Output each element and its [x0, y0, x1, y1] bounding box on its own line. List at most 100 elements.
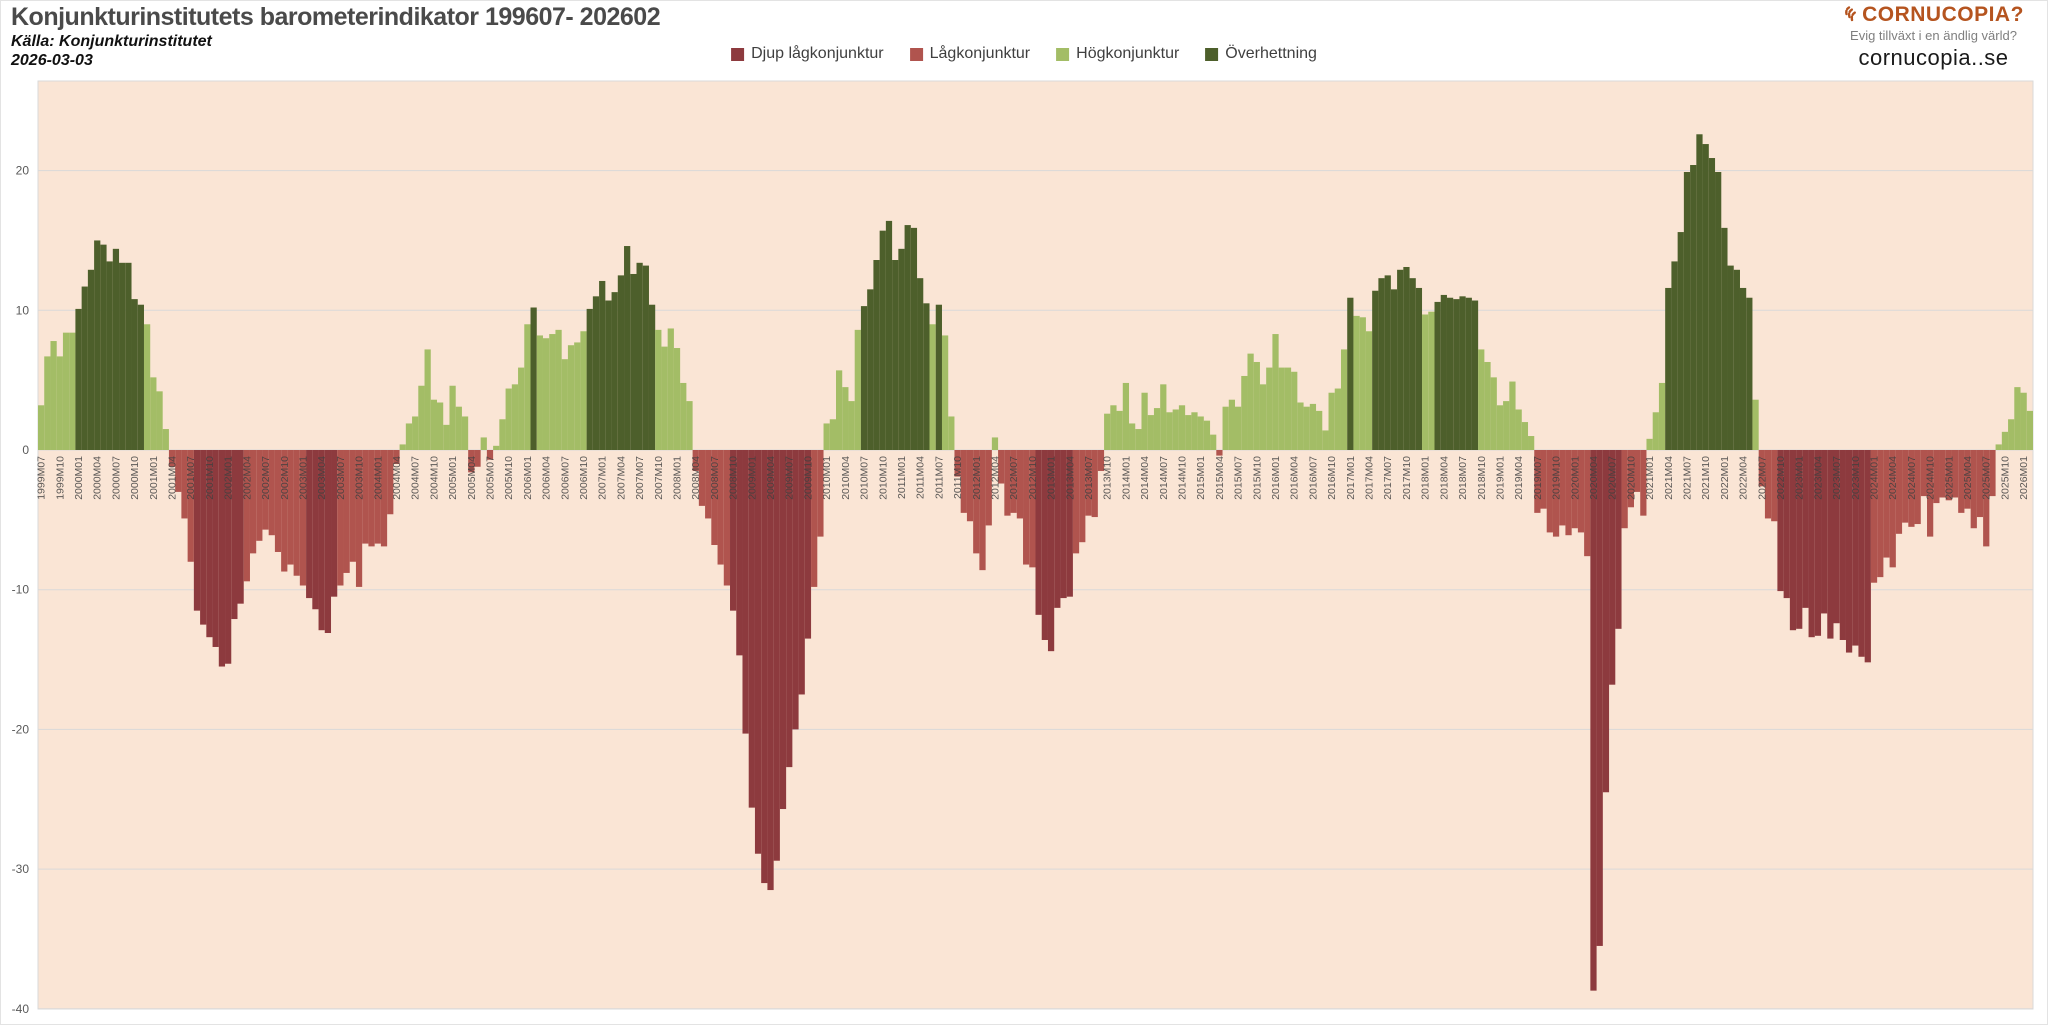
cornucopia-horn-icon — [1845, 6, 1857, 22]
svg-text:2005M04: 2005M04 — [466, 456, 478, 500]
svg-text:2008M04: 2008M04 — [690, 456, 702, 500]
svg-text:2003M04: 2003M04 — [316, 456, 328, 500]
svg-text:2023M01: 2023M01 — [1794, 456, 1806, 500]
svg-text:2011M07: 2011M07 — [933, 456, 945, 499]
source-label: Källa: Konjunkturinstitutet — [11, 33, 212, 50]
logo-brand-text: CORNUCOPIA? — [1862, 3, 2024, 26]
svg-text:2020M10: 2020M10 — [1625, 456, 1637, 500]
svg-text:2025M07: 2025M07 — [1981, 456, 1993, 500]
overheating-swatch-icon — [1205, 47, 1219, 61]
svg-text:2012M04: 2012M04 — [989, 456, 1001, 500]
svg-text:2006M07: 2006M07 — [559, 456, 571, 500]
svg-text:2002M10: 2002M10 — [279, 456, 291, 500]
svg-text:2000M01: 2000M01 — [73, 456, 85, 500]
svg-text:2006M10: 2006M10 — [578, 456, 590, 500]
legend-item-recession: Lågkonjunktur — [909, 45, 1031, 63]
svg-text:2004M04: 2004M04 — [391, 456, 403, 500]
svg-text:2001M07: 2001M07 — [185, 456, 197, 500]
svg-text:2021M07: 2021M07 — [1681, 456, 1693, 500]
svg-text:2004M10: 2004M10 — [428, 456, 440, 500]
svg-text:2011M01: 2011M01 — [896, 456, 908, 499]
svg-text:1999M07: 1999M07 — [36, 456, 48, 500]
svg-text:2017M07: 2017M07 — [1382, 456, 1394, 500]
logo-site-url[interactable]: cornucopia..se — [1858, 45, 2009, 70]
svg-text:2005M07: 2005M07 — [484, 456, 496, 500]
svg-text:2003M07: 2003M07 — [335, 456, 347, 500]
svg-text:10: 10 — [16, 303, 30, 317]
svg-text:2015M10: 2015M10 — [1251, 456, 1263, 500]
svg-text:2008M07: 2008M07 — [709, 456, 721, 500]
svg-text:-30: -30 — [12, 862, 30, 876]
svg-text:2017M04: 2017M04 — [1364, 456, 1376, 500]
svg-text:2026M01: 2026M01 — [2018, 456, 2030, 500]
svg-text:2019M10: 2019M10 — [1551, 456, 1563, 500]
svg-text:-20: -20 — [12, 722, 30, 736]
svg-text:2000M07: 2000M07 — [110, 456, 122, 500]
boom-swatch-icon — [1056, 47, 1070, 61]
legend-label: Högkonjunktur — [1076, 45, 1180, 62]
svg-text:2018M04: 2018M04 — [1438, 456, 1450, 500]
svg-text:2016M07: 2016M07 — [1307, 456, 1319, 500]
svg-text:2008M10: 2008M10 — [728, 456, 740, 500]
svg-text:2007M10: 2007M10 — [653, 456, 665, 500]
svg-text:2014M10: 2014M10 — [1177, 456, 1189, 500]
svg-text:2016M01: 2016M01 — [1270, 456, 1282, 500]
svg-text:2024M07: 2024M07 — [1906, 456, 1918, 500]
svg-text:2022M01: 2022M01 — [1719, 456, 1731, 500]
svg-text:2019M01: 2019M01 — [1494, 456, 1506, 500]
svg-text:2012M07: 2012M07 — [1008, 456, 1020, 500]
legend-item-boom: Högkonjunktur — [1056, 45, 1179, 63]
svg-text:2020M07: 2020M07 — [1607, 456, 1619, 500]
svg-text:2006M04: 2006M04 — [541, 456, 553, 500]
svg-text:0: 0 — [22, 443, 29, 457]
svg-text:2020M01: 2020M01 — [1569, 456, 1581, 500]
legend-label: Lågkonjunktur — [929, 45, 1031, 62]
svg-text:2002M07: 2002M07 — [260, 456, 272, 500]
svg-text:2001M04: 2001M04 — [167, 456, 179, 500]
svg-text:2014M01: 2014M01 — [1120, 456, 1132, 500]
deep-recession-swatch-icon — [731, 47, 745, 61]
svg-text:2015M01: 2015M01 — [1195, 456, 1207, 500]
svg-text:2015M04: 2015M04 — [1214, 456, 1226, 500]
svg-text:2013M04: 2013M04 — [1064, 456, 1076, 500]
svg-text:2006M01: 2006M01 — [522, 456, 534, 500]
recession-swatch-icon — [909, 47, 923, 61]
svg-text:2000M10: 2000M10 — [129, 456, 141, 500]
svg-text:2022M04: 2022M04 — [1738, 456, 1750, 500]
svg-text:2016M04: 2016M04 — [1289, 456, 1301, 500]
legend-item-deep-recession: Djup lågkonjunktur — [731, 45, 884, 63]
svg-text:2003M01: 2003M01 — [297, 456, 309, 500]
svg-text:2013M01: 2013M01 — [1046, 456, 1058, 500]
svg-text:20: 20 — [16, 164, 30, 178]
svg-text:2010M10: 2010M10 — [877, 456, 889, 500]
svg-text:2016M10: 2016M10 — [1326, 456, 1338, 500]
svg-text:2014M04: 2014M04 — [1139, 456, 1151, 500]
svg-text:2002M01: 2002M01 — [223, 456, 235, 500]
svg-text:2009M07: 2009M07 — [784, 456, 796, 500]
svg-text:2024M04: 2024M04 — [1887, 456, 1899, 500]
date-label: 2026-03-03 — [11, 52, 93, 69]
svg-text:2010M04: 2010M04 — [840, 456, 852, 500]
svg-text:2024M10: 2024M10 — [1925, 456, 1937, 500]
svg-text:2002M04: 2002M04 — [241, 456, 253, 500]
svg-text:2017M01: 2017M01 — [1345, 456, 1357, 500]
svg-text:2012M01: 2012M01 — [971, 456, 983, 500]
svg-text:2004M07: 2004M07 — [410, 456, 422, 500]
svg-text:2010M01: 2010M01 — [821, 456, 833, 500]
svg-text:2009M01: 2009M01 — [746, 456, 758, 500]
svg-text:2018M10: 2018M10 — [1476, 456, 1488, 500]
cornucopia-logo: CORNUCOPIA? Evig tillväxt i en ändlig vä… — [1826, 3, 2041, 71]
svg-text:2011M10: 2011M10 — [952, 456, 964, 499]
svg-text:2018M01: 2018M01 — [1420, 456, 1432, 500]
svg-text:2012M10: 2012M10 — [1027, 456, 1039, 500]
svg-text:2003M10: 2003M10 — [354, 456, 366, 500]
svg-text:2019M07: 2019M07 — [1532, 456, 1544, 500]
legend-label: Överhettning — [1225, 45, 1317, 62]
svg-text:2021M01: 2021M01 — [1644, 456, 1656, 500]
svg-text:2005M10: 2005M10 — [503, 456, 515, 500]
svg-text:2023M04: 2023M04 — [1812, 456, 1824, 500]
svg-text:2007M07: 2007M07 — [634, 456, 646, 500]
svg-text:1999M10: 1999M10 — [54, 456, 66, 500]
